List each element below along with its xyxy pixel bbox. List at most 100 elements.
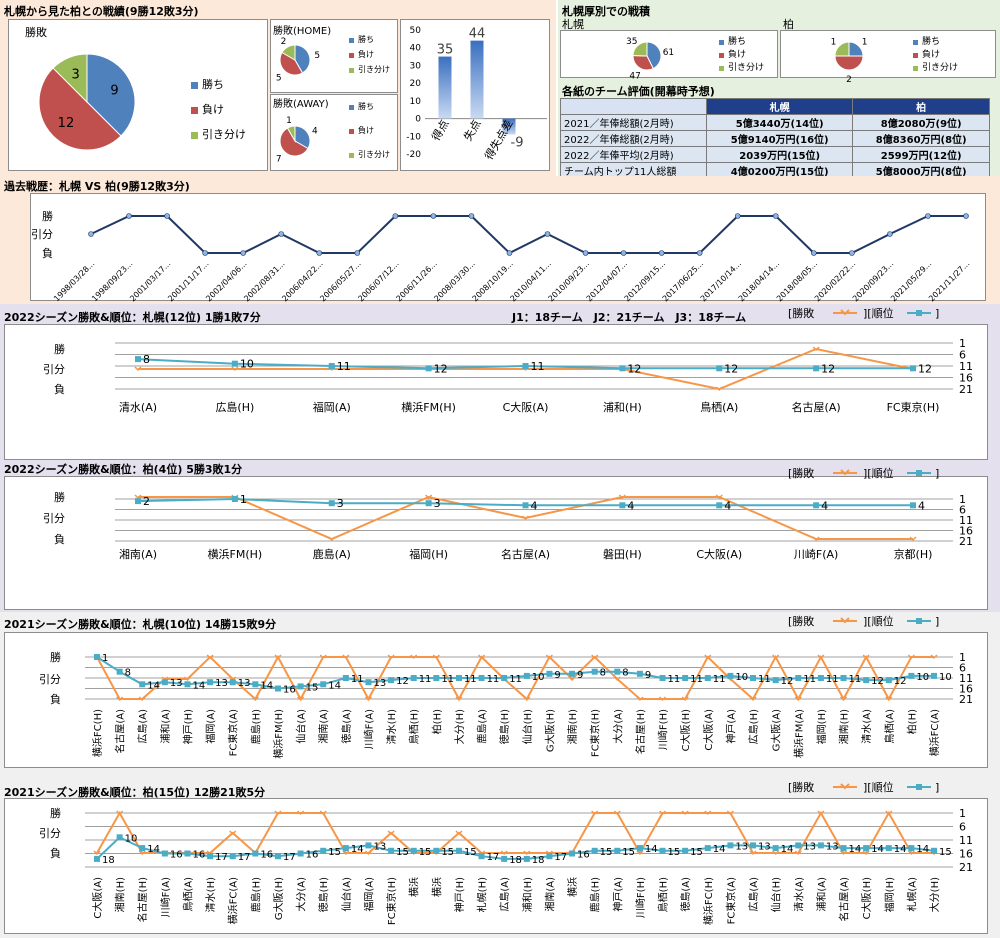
rank-value-label: 11 [464, 674, 477, 685]
rank-value-label: 12 [894, 676, 907, 687]
eval-cell: 8億2080万(9位) [852, 114, 990, 131]
legend-label: 勝ち [358, 34, 374, 44]
rank-value-label: 15 [419, 847, 432, 858]
result-point [478, 654, 486, 660]
rank-value-label: 3 [337, 497, 344, 510]
history-point [240, 250, 246, 256]
result-point [812, 536, 820, 542]
opponent-label: 福岡(H) [815, 709, 828, 744]
rank-value-label: 14 [260, 680, 273, 691]
opponent-label: 札幌(A) [905, 877, 918, 912]
rank-value-label: 14 [645, 844, 658, 855]
opponent-label: 横浜 [566, 877, 579, 897]
rank-point [546, 670, 553, 677]
opponent-label: G大阪(H) [272, 877, 285, 920]
opponent-label: 横浜FM(H) [272, 709, 285, 759]
eval-cell: 2599万円(12位) [852, 146, 990, 163]
league-note: J1：18チーム J2：21チーム J3：18チーム [512, 311, 747, 324]
rank-value-label: 13 [826, 841, 839, 852]
rank-point [659, 675, 666, 681]
rank-point [342, 675, 349, 681]
draw-label: 引分 [39, 826, 61, 840]
rank-value-label: 14 [849, 844, 862, 855]
rank-value-label: 14 [328, 680, 341, 691]
rank-value-label: 16 [577, 850, 590, 861]
opponent-label: 大分(A) [295, 877, 308, 912]
s2021-sapporo-panel: [勝敗][順位] 1 6 11 16 21 勝引分負 1 8 14 13 14 13 13 14 16 15 14… [4, 614, 988, 768]
rank-value-label: 11 [826, 674, 839, 685]
legend-rank-marker [916, 470, 922, 476]
opponent-label: 鹿島(H) [249, 877, 262, 912]
rank-point [716, 365, 723, 372]
opponent-label: 横浜FM(H) [208, 547, 263, 561]
opponent-label: 清水(A) [792, 877, 805, 912]
result-point [862, 850, 870, 856]
eval-table: 札幌 柏 2021／年俸総額(2月時) 5億3440万(14位) 8億2080万… [560, 98, 990, 179]
result-point [794, 696, 802, 702]
history-point [772, 213, 779, 219]
rank-point [365, 842, 372, 849]
rank-value-label: 17 [215, 852, 228, 863]
history-title: 過去戦歴：札幌 VS 柏(9勝12敗3分) [4, 180, 190, 193]
rank-tick-label: 21 [959, 693, 973, 706]
legend-rank-label: ][順位 [863, 466, 894, 480]
home-pie-panel: 5 5 2 勝敗(HOME) 勝ち 負け 引き分け [270, 19, 398, 93]
result-point [387, 654, 395, 660]
rank-value-label: 12 [871, 676, 884, 687]
eval-table-corner [560, 98, 707, 115]
rank-value-label: 10 [240, 358, 254, 371]
rank-point [619, 365, 626, 372]
opponent-label: 横浜 [430, 877, 443, 897]
result-point [116, 810, 124, 816]
opponent-label: 徳島(H) [498, 709, 511, 744]
opponent-label: 磐田(H) [603, 547, 642, 561]
y-tick-label: 20 [410, 79, 422, 89]
rank-point [619, 502, 626, 509]
rank-point [139, 845, 146, 852]
bar-value-label: 35 [437, 43, 454, 58]
win-label: 勝 [50, 806, 61, 820]
opponent-label: 仙台(H) [770, 877, 783, 912]
rank-value-label: 11 [337, 360, 351, 373]
rank-point [229, 853, 236, 860]
history-point [468, 213, 475, 219]
eval-cell: 5億8000万円(8位) [852, 162, 990, 179]
result-point [772, 654, 780, 660]
pie-slice [52, 53, 88, 104]
rank-value-label: 4 [918, 499, 925, 512]
result-point [909, 536, 917, 542]
pie-value-label: 47 [629, 72, 640, 82]
opponent-label: 湘南(A) [543, 877, 556, 912]
rank-value-label: 15 [600, 847, 613, 858]
result-point [523, 850, 531, 856]
legend-result-marker [840, 469, 850, 476]
goals-bar-panel: 50 40 30 20 10 0 -10 -20 35 得点 44 失点 -9 得失点差 [400, 19, 550, 171]
result-point [930, 654, 938, 660]
s2021-sapporo-section: 2021シーズン勝敗&順位：札幌(10位) 14勝15敗9分 [勝敗][順位] 1… [0, 612, 1000, 772]
rank-value-label: 8 [125, 668, 131, 679]
pie-value-label: 7 [276, 154, 282, 164]
opponent-label: FC東京(H) [385, 877, 398, 925]
rank-value-label: 10 [532, 672, 545, 683]
result-point [523, 696, 531, 702]
opponent-label: 柏(H) [905, 709, 918, 734]
rank-value-label: 11 [758, 674, 771, 685]
rank-tick-label: 11 [959, 514, 973, 527]
win-label: 勝 [50, 650, 61, 664]
top-right-title: 札幌厚別での戦積 [562, 5, 650, 18]
opponent-label: 川崎F(H) [634, 877, 647, 918]
rank-line [96, 836, 935, 860]
result-point [274, 654, 282, 660]
legend-result-marker [840, 617, 850, 624]
rank-point [591, 847, 598, 854]
rank-tick-label: 21 [959, 535, 973, 548]
rank-point [863, 845, 870, 852]
rank-point [523, 855, 530, 862]
rank-point [252, 681, 259, 688]
y-tick-label: 10 [410, 97, 422, 107]
rank-point [908, 845, 915, 852]
history-point [544, 231, 551, 237]
rank-value-label: 15 [622, 847, 635, 858]
